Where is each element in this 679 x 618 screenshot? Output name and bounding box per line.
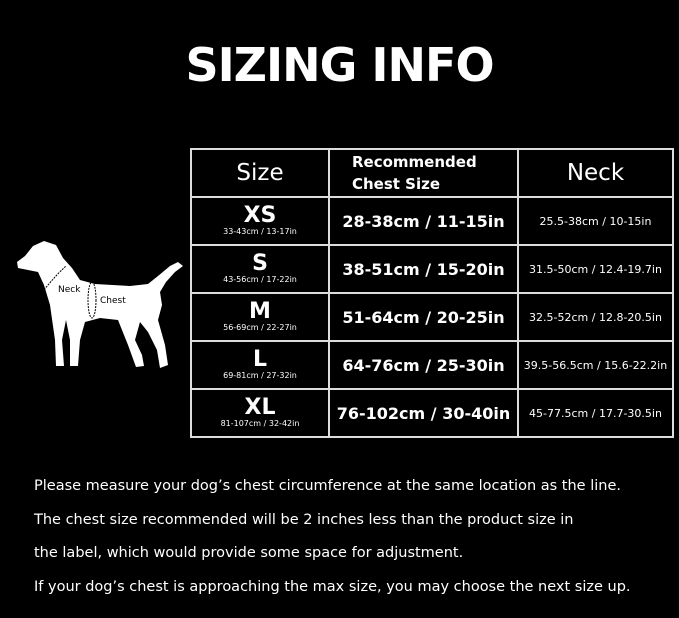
product-size: 33-43cm / 13-17in (223, 227, 297, 236)
size-label: XS (243, 203, 277, 228)
table-row: S 43-56cm / 17-22in 38-51cm / 15-20in 31.… (190, 244, 674, 294)
product-size: 81-107cm / 32-42in (220, 419, 300, 428)
size-label: XL (244, 395, 276, 420)
chest-value: 76-102cm / 30-40in (328, 388, 519, 438)
table-row: XS 33-43cm / 13-17in 28-38cm / 11-15in 25… (190, 196, 674, 246)
note-line: the label, which would provide some spac… (34, 545, 464, 561)
table-header-row: Size Recommended Chest Size Neck (190, 148, 674, 198)
chest-line (87, 281, 97, 319)
product-size: 69-81cm / 27-32in (223, 371, 297, 380)
size-label: S (252, 251, 268, 276)
neck-value: 32.5-52cm / 12.8-20.5in (517, 292, 674, 342)
neck-value: 25.5-38cm / 10-15in (517, 196, 674, 246)
header-neck: Neck (517, 148, 674, 198)
header-chest-line1: Recommended (352, 153, 477, 171)
sizing-table: Size Recommended Chest Size Neck XS 33-43c… (190, 148, 674, 438)
note-line: The chest size recommended will be 2 inc… (34, 511, 574, 528)
header-chest-line2: Chest Size (352, 175, 441, 193)
chest-value: 51-64cm / 20-25in (328, 292, 519, 342)
table-row: XL 81-107cm / 32-42in 76-102cm / 30-40in … (190, 388, 674, 438)
table-row: M 56-69cm / 22-27in 51-64cm / 20-25in 32.… (190, 292, 674, 342)
neck-label: Neck (58, 285, 81, 295)
chest-value: 38-51cm / 15-20in (328, 244, 519, 294)
chest-value: 64-76cm / 25-30in (328, 340, 519, 390)
note-line: Please measure your dog’s chest circumfe… (34, 478, 621, 494)
header-size: Size (190, 148, 330, 198)
neck-value: 45-77.5cm / 17.7-30.5in (517, 388, 674, 438)
chest-label: Chest (100, 296, 126, 306)
note-line: If your dog’s chest is approaching the m… (34, 578, 631, 595)
neck-value: 39.5-56.5cm / 15.6-22.2in (517, 340, 674, 390)
size-label: M (249, 299, 271, 324)
page-title: SIZING INFO (185, 38, 494, 92)
product-size: 56-69cm / 22-27in (223, 323, 297, 332)
neck-value: 31.5-50cm / 12.4-19.7in (517, 244, 674, 294)
header-chest: Recommended Chest Size (328, 148, 519, 198)
measurement-notes: Please measure your dog’s chest circumfe… (34, 470, 631, 604)
product-size: 43-56cm / 17-22in (223, 275, 297, 284)
size-label: L (252, 347, 268, 372)
chest-value: 28-38cm / 11-15in (328, 196, 519, 246)
table-row: L 69-81cm / 27-32in 64-76cm / 25-30in 39.… (190, 340, 674, 390)
